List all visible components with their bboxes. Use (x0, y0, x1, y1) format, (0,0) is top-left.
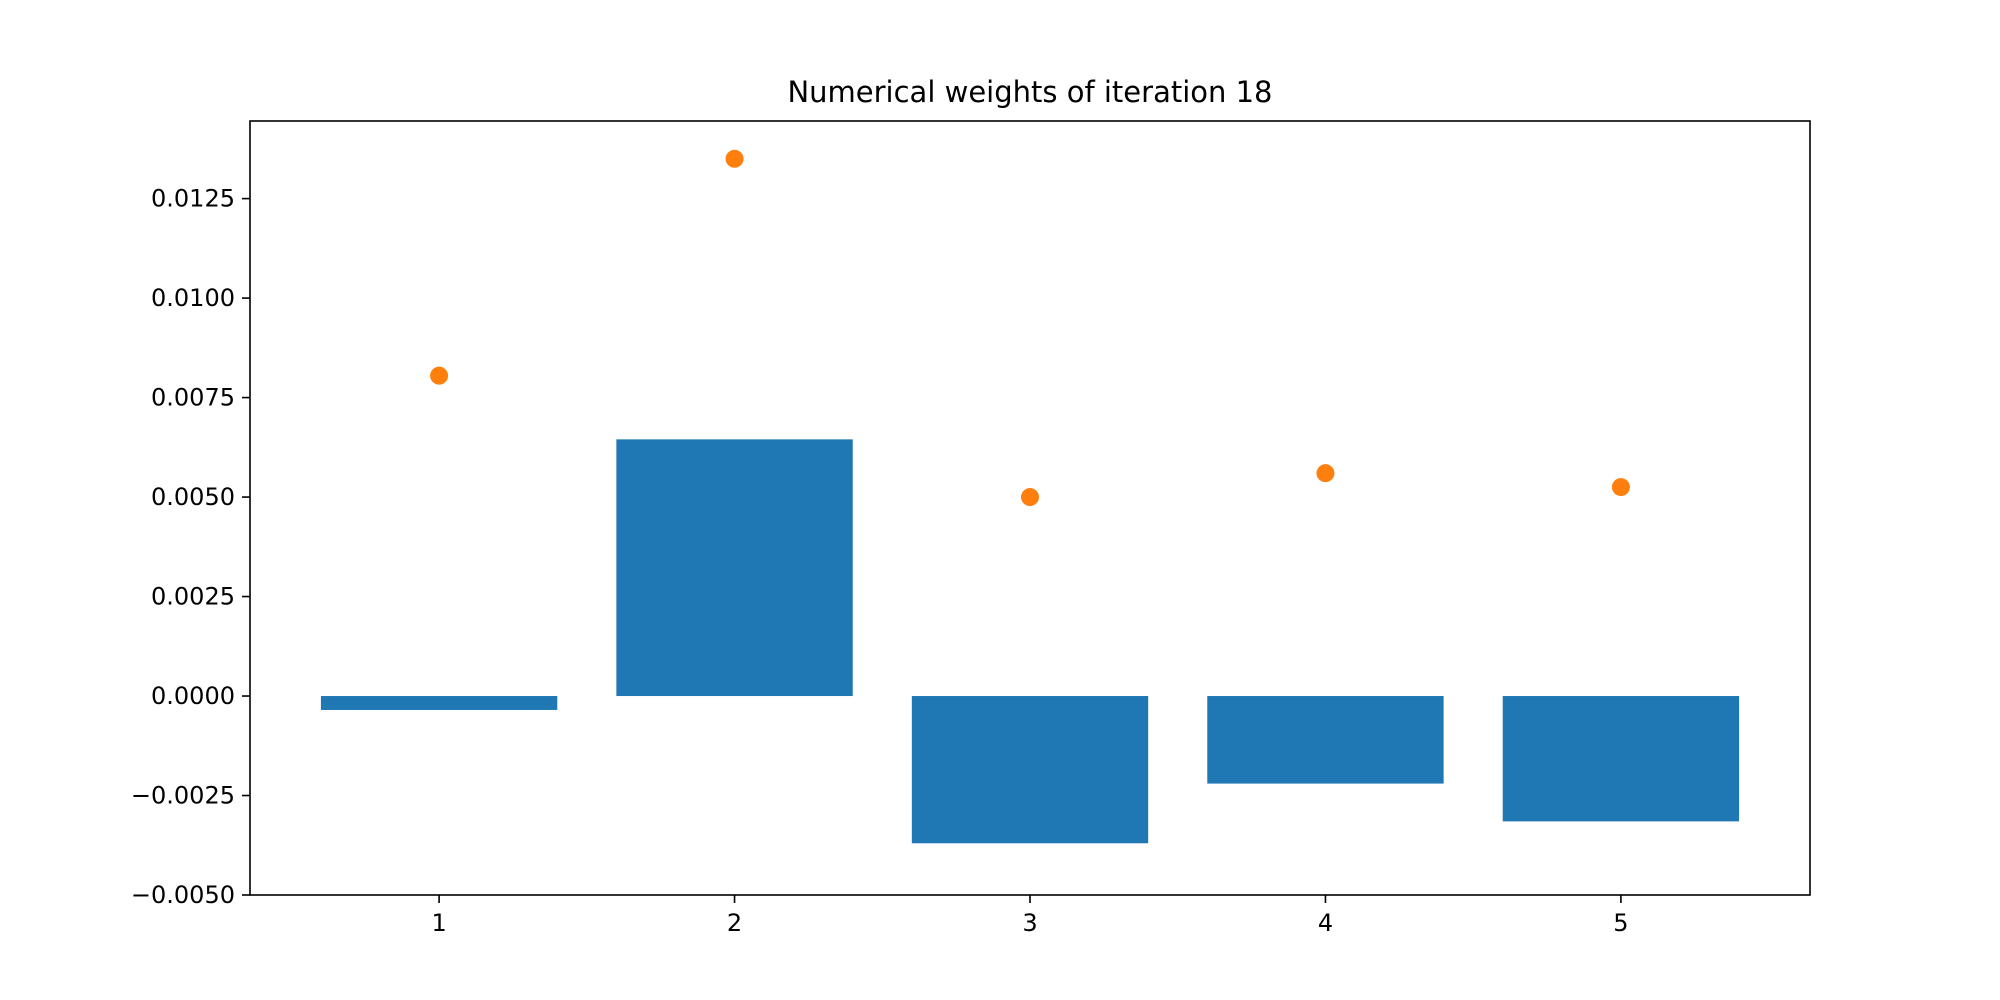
bar-4 (1207, 696, 1444, 784)
scatter-series (430, 149, 1630, 507)
point-5 (1611, 478, 1630, 497)
x-tick-label: 4 (1318, 909, 1333, 937)
bar-5 (1502, 696, 1740, 822)
point-3 (1021, 488, 1039, 507)
point-1 (430, 366, 449, 385)
x-tick-label: 5 (1613, 909, 1628, 937)
y-tick-label: 0.0075 (151, 384, 235, 412)
bar-1 (320, 696, 558, 710)
y-axis: −0.0050 −0.0025 0.0000 0.0025 0.0050 0.0075 0.… (131, 185, 250, 909)
x-axis: 1 2 3 4 5 (431, 895, 1629, 937)
x-tick-label: 3 (1022, 909, 1037, 937)
bar-2 (616, 439, 853, 697)
bar-3 (911, 696, 1149, 844)
chart-title: Numerical weights of iteration 18 (787, 75, 1272, 109)
y-tick-label: −0.0025 (131, 782, 235, 810)
y-tick-label: 0.0025 (151, 583, 235, 611)
y-tick-label: 0.0000 (151, 682, 235, 710)
point-2 (725, 149, 744, 168)
y-tick-label: 0.0125 (151, 185, 235, 213)
y-tick-label: 0.0100 (151, 284, 235, 312)
plot-frame (249, 120, 1811, 896)
point-4 (1316, 464, 1335, 483)
x-tick-label: 2 (727, 909, 742, 937)
bar-series (320, 439, 1740, 844)
y-tick-label: −0.0050 (131, 881, 235, 909)
y-tick-label: 0.0050 (151, 483, 235, 511)
x-tick-label: 1 (431, 909, 446, 937)
